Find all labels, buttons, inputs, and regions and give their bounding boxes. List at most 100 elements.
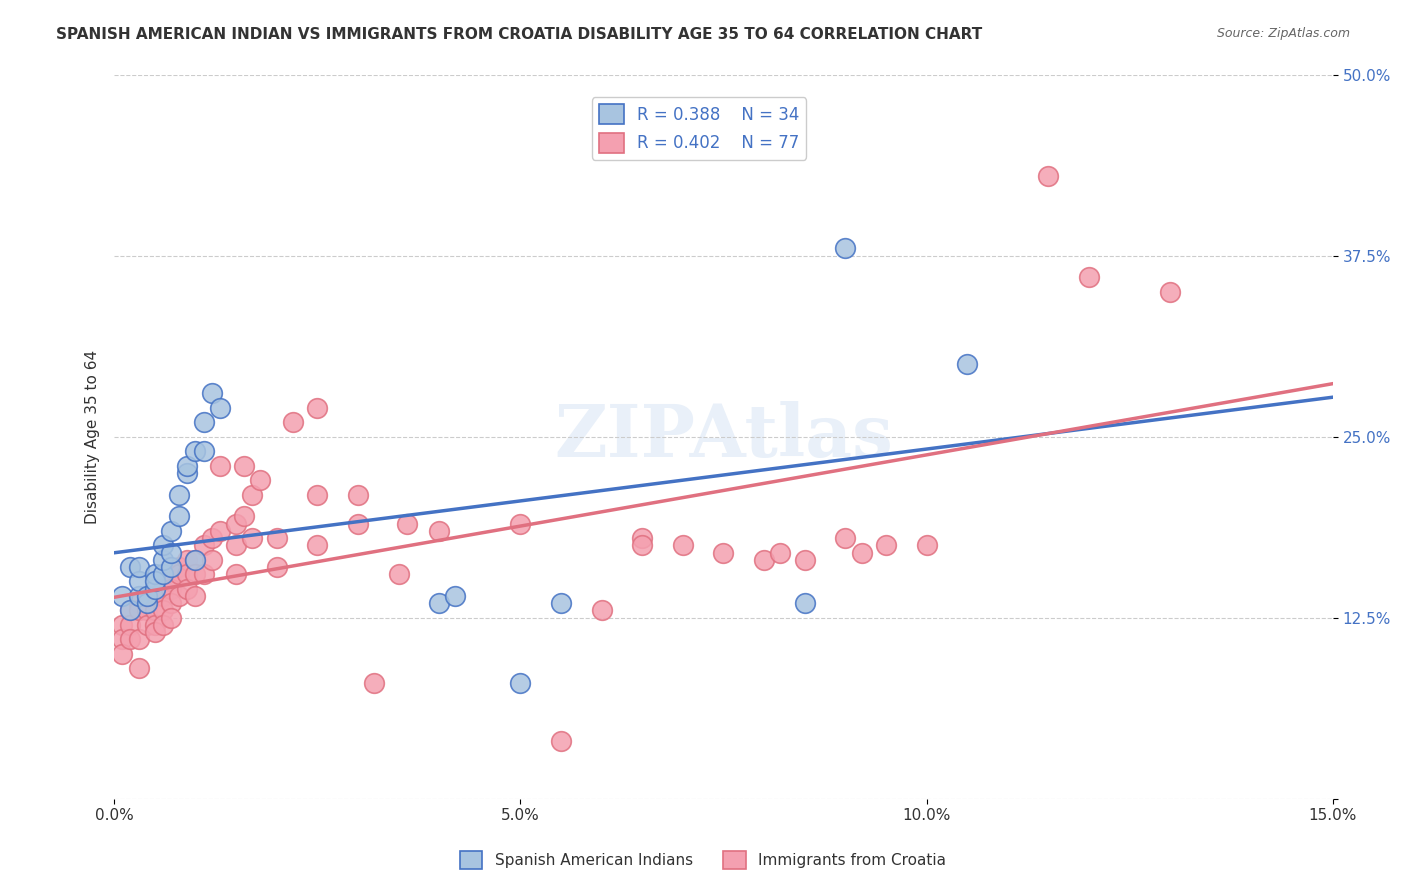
Point bbox=[208, 458, 231, 473]
Point bbox=[915, 538, 938, 552]
Point bbox=[128, 574, 150, 589]
Point bbox=[152, 582, 174, 596]
Point bbox=[225, 567, 247, 582]
Point bbox=[176, 553, 198, 567]
Point bbox=[225, 516, 247, 531]
Point bbox=[135, 603, 157, 617]
Point bbox=[176, 567, 198, 582]
Point bbox=[135, 618, 157, 632]
Point bbox=[167, 589, 190, 603]
Point bbox=[395, 516, 418, 531]
Y-axis label: Disability Age 35 to 64: Disability Age 35 to 64 bbox=[86, 350, 100, 524]
Point bbox=[160, 574, 183, 589]
Point bbox=[167, 567, 190, 582]
Point bbox=[120, 632, 142, 647]
Legend: R = 0.388    N = 34, R = 0.402    N = 77: R = 0.388 N = 34, R = 0.402 N = 77 bbox=[592, 97, 806, 160]
Point bbox=[387, 567, 409, 582]
Point bbox=[1159, 285, 1181, 299]
Point bbox=[307, 487, 329, 501]
Point bbox=[193, 538, 215, 552]
Point bbox=[631, 531, 654, 545]
Point bbox=[363, 676, 385, 690]
Point bbox=[307, 538, 329, 552]
Point bbox=[249, 473, 271, 487]
Point bbox=[752, 553, 775, 567]
Point bbox=[152, 553, 174, 567]
Point bbox=[225, 538, 247, 552]
Point bbox=[184, 567, 207, 582]
Point bbox=[128, 632, 150, 647]
Point bbox=[201, 531, 224, 545]
Point bbox=[128, 596, 150, 610]
Point bbox=[143, 582, 166, 596]
Point bbox=[875, 538, 897, 552]
Point bbox=[427, 524, 450, 538]
Point bbox=[347, 487, 370, 501]
Point bbox=[111, 632, 134, 647]
Point bbox=[176, 458, 198, 473]
Point bbox=[266, 531, 288, 545]
Point bbox=[160, 596, 183, 610]
Point bbox=[591, 603, 613, 617]
Point bbox=[143, 574, 166, 589]
Point bbox=[152, 603, 174, 617]
Point bbox=[152, 567, 174, 582]
Point bbox=[834, 241, 856, 255]
Point bbox=[233, 509, 256, 524]
Point bbox=[851, 545, 873, 559]
Point bbox=[143, 618, 166, 632]
Point bbox=[111, 618, 134, 632]
Point bbox=[769, 545, 792, 559]
Point bbox=[160, 610, 183, 624]
Point bbox=[1078, 270, 1101, 285]
Point bbox=[128, 603, 150, 617]
Point bbox=[240, 487, 263, 501]
Point bbox=[834, 531, 856, 545]
Point bbox=[201, 386, 224, 401]
Point bbox=[793, 553, 815, 567]
Point bbox=[152, 538, 174, 552]
Point bbox=[160, 560, 183, 574]
Point bbox=[208, 401, 231, 415]
Text: Source: ZipAtlas.com: Source: ZipAtlas.com bbox=[1216, 27, 1350, 40]
Point bbox=[1038, 169, 1060, 183]
Point bbox=[550, 734, 572, 748]
Point bbox=[208, 524, 231, 538]
Point bbox=[120, 560, 142, 574]
Point bbox=[152, 618, 174, 632]
Point bbox=[120, 618, 142, 632]
Point bbox=[176, 582, 198, 596]
Point bbox=[143, 625, 166, 640]
Point bbox=[509, 676, 531, 690]
Point bbox=[281, 415, 304, 429]
Point bbox=[111, 647, 134, 661]
Point bbox=[111, 589, 134, 603]
Point bbox=[184, 589, 207, 603]
Point bbox=[347, 516, 370, 531]
Point bbox=[193, 415, 215, 429]
Point bbox=[956, 357, 979, 371]
Point bbox=[160, 545, 183, 559]
Point bbox=[143, 603, 166, 617]
Point bbox=[240, 531, 263, 545]
Point bbox=[713, 545, 735, 559]
Point bbox=[152, 589, 174, 603]
Point bbox=[793, 596, 815, 610]
Point bbox=[444, 589, 467, 603]
Point bbox=[233, 458, 256, 473]
Point bbox=[143, 589, 166, 603]
Point bbox=[193, 444, 215, 458]
Point bbox=[167, 509, 190, 524]
Point bbox=[631, 538, 654, 552]
Point bbox=[509, 516, 531, 531]
Point bbox=[427, 596, 450, 610]
Point bbox=[167, 487, 190, 501]
Text: SPANISH AMERICAN INDIAN VS IMMIGRANTS FROM CROATIA DISABILITY AGE 35 TO 64 CORRE: SPANISH AMERICAN INDIAN VS IMMIGRANTS FR… bbox=[56, 27, 983, 42]
Point bbox=[135, 589, 157, 603]
Point bbox=[120, 603, 142, 617]
Point bbox=[201, 553, 224, 567]
Point bbox=[184, 553, 207, 567]
Point bbox=[167, 560, 190, 574]
Point bbox=[128, 560, 150, 574]
Text: ZIPAtlas: ZIPAtlas bbox=[554, 401, 893, 472]
